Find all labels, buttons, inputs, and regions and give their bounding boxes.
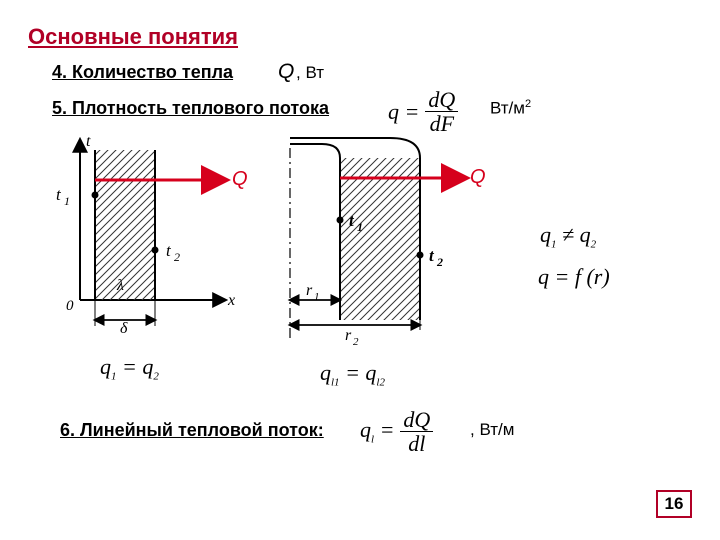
fraction-icon: dQ dl — [400, 408, 433, 455]
item-5-unit: Вт/м2 — [490, 98, 531, 119]
ql2-sub: l2 — [376, 376, 385, 388]
unit-sup: 2 — [525, 98, 531, 110]
q2n-sub: 2 — [591, 238, 597, 250]
page-number: 16 — [665, 494, 684, 513]
svg-text:r: r — [345, 327, 352, 344]
formula-q-def: q = dQ dF — [388, 88, 458, 135]
svg-text:1: 1 — [64, 194, 70, 208]
svg-text:x: x — [227, 292, 235, 309]
ql1-sub: l1 — [331, 376, 340, 388]
formula-q1-eq-q2: q1 = q2 — [100, 354, 159, 382]
svg-text:2: 2 — [353, 336, 359, 348]
page-number-box: 16 — [656, 490, 692, 518]
formula-q-fr: q = f (r) — [538, 264, 610, 290]
formula-q-num: dQ — [425, 88, 458, 111]
svg-text:t: t — [166, 241, 172, 260]
svg-text:r: r — [306, 282, 313, 299]
item-6-unit: , Вт/м — [470, 420, 514, 440]
ne-mid: ≠ q — [557, 222, 591, 247]
diagram-cyl-Q-label: Q — [470, 166, 486, 189]
q1: q — [100, 354, 111, 379]
q1n: q — [540, 222, 551, 247]
svg-text:t: t — [86, 133, 91, 150]
formula-q-lhs: q = — [388, 99, 419, 125]
unit-text: Вт/м — [490, 99, 525, 118]
item-5-label: 5. Плотность теплового потока — [52, 98, 329, 119]
eqmid: = q — [340, 360, 377, 385]
svg-text:t: t — [56, 185, 62, 204]
diagram-cyl-wall: r 1 r 2 t 1 t 2 — [270, 130, 490, 350]
q2-sub: 2 — [153, 370, 159, 382]
ql-den: dl — [405, 432, 428, 455]
fraction-icon: dQ dF — [425, 88, 458, 135]
item-4-symbol: Q — [278, 60, 294, 84]
eq-mid: = q — [117, 354, 154, 379]
svg-text:1: 1 — [314, 291, 320, 303]
formula-ql-def: ql = dQ dl — [360, 408, 433, 455]
ql-lhs: q — [360, 417, 371, 442]
q-fr-text: q = f (r) — [538, 264, 610, 290]
ql1: q — [320, 360, 331, 385]
diagram-plane-Q-label: Q — [232, 168, 248, 191]
svg-text:λ: λ — [116, 277, 124, 294]
formula-q1-ne-q2: q1 ≠ q2 — [540, 222, 596, 250]
svg-text:2: 2 — [174, 250, 180, 264]
svg-text:1: 1 — [357, 220, 363, 234]
ql-eq: = — [374, 417, 394, 442]
slide-title: Основные понятия — [28, 24, 238, 50]
ql-num: dQ — [400, 408, 433, 431]
svg-text:t: t — [429, 246, 435, 265]
item-6-label: 6. Линейный тепловой поток: — [60, 420, 324, 441]
svg-text:δ: δ — [120, 320, 128, 337]
item-4-unit: , Вт — [296, 63, 324, 83]
item-4-label: 4. Количество тепла — [52, 62, 233, 83]
formula-ql1-eq-ql2: ql1 = ql2 — [320, 360, 385, 388]
svg-text:0: 0 — [66, 298, 74, 314]
diagram-plane-wall: t x 0 δ λ t 1 t 2 — [40, 130, 250, 340]
svg-text:2: 2 — [436, 255, 443, 269]
